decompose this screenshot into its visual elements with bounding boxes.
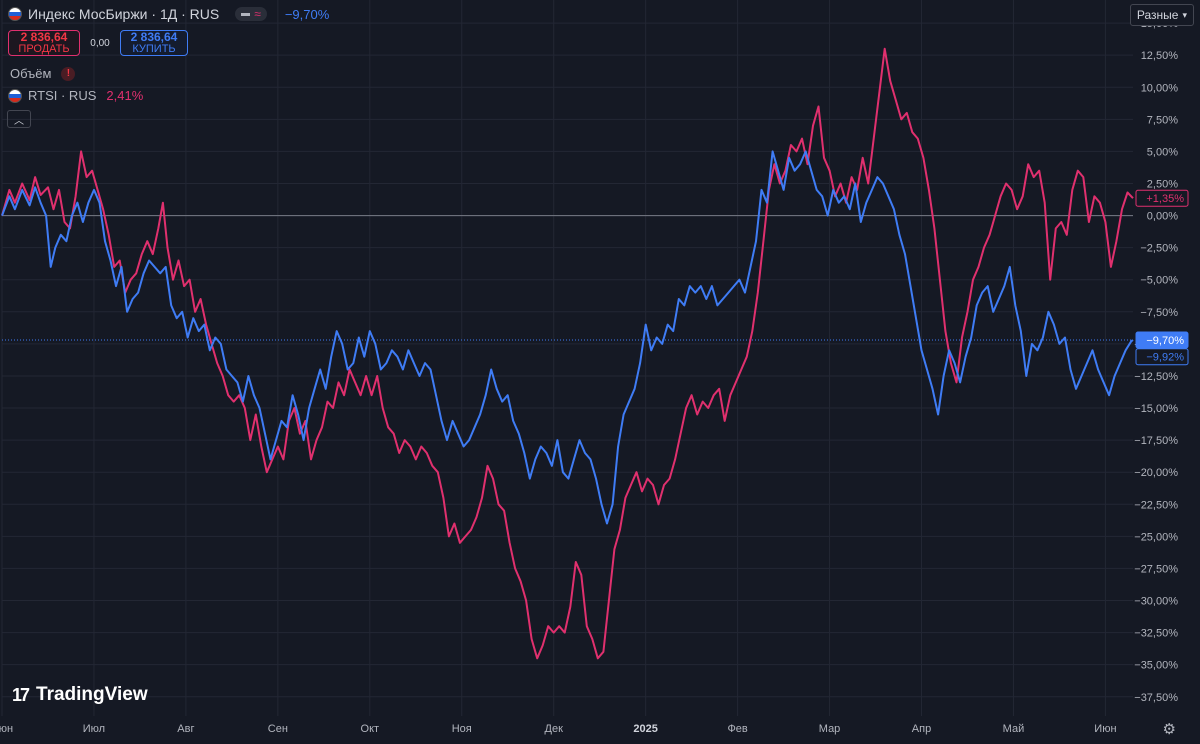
gear-icon[interactable]: ⚙ — [1162, 721, 1176, 738]
scale-mode-button[interactable]: Разные ▾ — [1129, 4, 1194, 26]
legend-compare[interactable]: RTSI · RUS 2,41% — [8, 88, 143, 103]
price-tag-box-2 — [1135, 348, 1189, 366]
price-tag-label-1: −9,70% — [1146, 335, 1184, 347]
x-tick-label-6: Дек — [545, 723, 564, 735]
y-tick-label-5: 2,50% — [1147, 178, 1178, 190]
y-tick-label-4: 5,00% — [1147, 146, 1178, 158]
x-tick-label-11: Май — [1003, 723, 1025, 735]
wave-icon: ≈ — [254, 7, 261, 21]
tradingview-logo[interactable]: 17 TradingView — [12, 684, 148, 706]
y-tick-label-7: −2,50% — [1140, 243, 1178, 255]
series-lines — [1, 47, 1134, 660]
sell-label: ПРОДАТЬ — [18, 43, 70, 55]
x-tick-label-0: Июн — [0, 723, 13, 735]
price-tag-box-0 — [1135, 189, 1189, 207]
x-tick-label-9: Мар — [819, 723, 841, 735]
y-tick-label-17: −27,50% — [1134, 563, 1178, 575]
y-tick-label-20: −35,00% — [1134, 660, 1178, 672]
y-tick-label-18: −30,00% — [1134, 596, 1178, 608]
legend-main[interactable]: Индекс МосБиржи · 1Д · RUS ≈ −9,70% — [8, 6, 329, 22]
y-tick-label-16: −25,00% — [1134, 531, 1178, 543]
price-tag-2: −9,92% — [1135, 348, 1189, 366]
price-tag-0: +1,35% — [1135, 189, 1189, 207]
scale-mode-label: Разные — [1136, 8, 1179, 22]
x-tick-label-8: Фев — [727, 723, 747, 735]
symbol-change: −9,70% — [284, 6, 330, 22]
series-line-0 — [1, 47, 1134, 660]
price-tag-1: −9,70% — [1135, 331, 1189, 349]
buy-button[interactable]: 2 836,64 КУПИТЬ — [120, 30, 188, 56]
y-tick-label-1: 12,50% — [1141, 50, 1179, 62]
collapse-legend-button[interactable]: ︿ — [7, 110, 31, 128]
warning-icon[interactable]: ! — [61, 66, 76, 81]
x-tick-label-10: Апр — [912, 723, 931, 735]
y-tick-label-3: 7,50% — [1147, 114, 1178, 126]
x-tick-label-12: Июн — [1094, 723, 1116, 735]
chevron-down-icon: ▾ — [1182, 9, 1187, 20]
symbol-title[interactable]: Индекс МосБиржи · 1Д · RUS — [28, 6, 220, 22]
buy-price: 2 836,64 — [130, 30, 178, 44]
y-tick-label-21: −37,50% — [1134, 692, 1178, 704]
compare-change: 2,41% — [106, 88, 144, 103]
price-tags: +1,35% −9,70% −9,92% — [1135, 189, 1189, 366]
price-tag-box-1 — [1135, 331, 1189, 349]
price-axis[interactable]: 15,00%12,50%10,00%7,50%5,00%2,50%0,00%−2… — [1134, 18, 1178, 704]
y-tick-label-11: −12,50% — [1134, 371, 1178, 383]
time-axis[interactable]: Июн Июл Авг Сен Окт Ноя Дек 2025 Фев Мар Апр Май Июн — [0, 723, 1117, 735]
series-style-toggle[interactable]: ≈ — [235, 7, 267, 21]
series-line-1 — [1, 150, 1134, 525]
legend-volume[interactable]: Объём ! — [10, 66, 76, 81]
volume-label: Объём — [10, 66, 52, 81]
trade-panel: 2 836,64 ПРОДАТЬ 0,00 2 836,64 КУПИТЬ — [8, 30, 188, 56]
x-tick-label-3: Сен — [268, 723, 288, 735]
russia-flag-icon — [8, 7, 22, 21]
y-tick-label-12: −15,00% — [1134, 403, 1178, 415]
y-tick-label-9: −7,50% — [1140, 307, 1178, 319]
buy-label: КУПИТЬ — [132, 43, 176, 55]
minus-icon — [241, 12, 251, 16]
sell-price: 2 836,64 — [20, 30, 68, 44]
tradingview-logo-icon: 17 — [12, 684, 30, 705]
x-tick-label-2: Авг — [177, 723, 194, 735]
x-tick-label-4: Окт — [361, 723, 380, 735]
y-tick-label-13: −17,50% — [1134, 435, 1178, 447]
x-tick-label-7: 2025 — [633, 723, 657, 735]
logo-text: TradingView — [36, 684, 148, 705]
y-tick-label-8: −5,00% — [1140, 275, 1178, 287]
spread-value: 0,00 — [90, 37, 110, 49]
y-tick-label-6: 0,00% — [1147, 211, 1178, 223]
chevron-up-icon: ︿ — [14, 115, 24, 127]
y-tick-label-15: −22,50% — [1134, 499, 1178, 511]
grid-lines — [1, 0, 1133, 716]
price-tag-label-0: +1,35% — [1146, 193, 1184, 205]
sell-button[interactable]: 2 836,64 ПРОДАТЬ — [8, 30, 80, 56]
compare-symbol[interactable]: RTSI · RUS — [28, 88, 97, 103]
y-tick-label-19: −32,50% — [1134, 628, 1178, 640]
x-tick-label-1: Июл — [83, 723, 105, 735]
x-tick-label-5: Ноя — [452, 723, 472, 735]
russia-flag-icon — [8, 88, 22, 103]
y-tick-label-14: −20,00% — [1134, 467, 1178, 479]
y-tick-label-2: 10,00% — [1141, 82, 1179, 94]
price-tag-label-2: −9,92% — [1146, 352, 1184, 364]
